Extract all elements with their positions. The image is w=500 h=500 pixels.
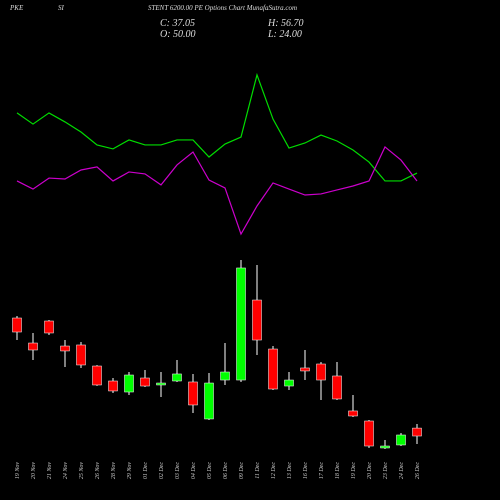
candle-body xyxy=(172,373,182,382)
candle-body xyxy=(44,320,54,334)
candle-body xyxy=(140,377,150,387)
x-tick-label: 20 Dec xyxy=(367,462,373,479)
candle-body xyxy=(412,427,422,437)
x-tick-label: 06 Dec xyxy=(223,462,229,479)
x-tick-label: 03 Dec xyxy=(175,462,181,479)
x-tick-label: 26 Dec xyxy=(415,462,421,479)
x-tick-label: 19 Nov xyxy=(15,462,21,480)
candle-body xyxy=(92,365,102,386)
candle-body xyxy=(28,342,38,351)
x-tick-label: 26 Nov xyxy=(95,462,101,480)
candle-body xyxy=(396,434,406,446)
x-tick-label: 01 Dec xyxy=(143,462,149,479)
x-tick-label: 24 Nov xyxy=(62,462,69,480)
low-label: L: 24.00 xyxy=(267,29,302,40)
candle-body xyxy=(364,420,374,447)
x-tick-label: 02 Dec xyxy=(159,462,165,479)
candle-body xyxy=(284,379,294,387)
close-label: C: 37.05 xyxy=(160,18,195,29)
x-tick-label: 13 Dec xyxy=(287,462,293,479)
symbol: PKE xyxy=(9,4,24,12)
indicator-line xyxy=(16,72,418,182)
x-tick-label: 21 Nov xyxy=(47,462,53,480)
x-tick-label: 18 Dec xyxy=(335,462,341,479)
x-tick-label: 12 Dec xyxy=(271,462,277,479)
candle-body xyxy=(380,445,390,449)
x-tick-label: 16 Dec xyxy=(303,462,309,479)
x-tick-label: 17 Dec xyxy=(319,462,325,479)
candle-body xyxy=(300,367,310,372)
candle-body xyxy=(268,348,278,390)
x-tick-label: 28 Nov xyxy=(111,462,117,480)
high-label: H: 56.70 xyxy=(267,18,304,29)
candle-body xyxy=(236,267,246,381)
x-tick-label: 19 Dec xyxy=(351,462,357,479)
x-tick-label: 20 Nov xyxy=(31,462,37,480)
candle-body xyxy=(348,410,358,417)
candle-body xyxy=(60,345,70,352)
candle-body xyxy=(108,380,118,392)
candle-body xyxy=(220,371,230,381)
candle-body xyxy=(252,299,262,341)
candle-body xyxy=(12,317,22,333)
open-label: O: 50.00 xyxy=(160,29,196,40)
x-tick-label: 29 Nov xyxy=(127,462,133,480)
candle-body xyxy=(124,374,134,393)
x-tick-label: 09 Dec xyxy=(239,462,245,479)
candle-body xyxy=(76,344,86,366)
indicator-line xyxy=(16,145,418,236)
x-tick-label: 05 Dec xyxy=(207,462,213,479)
symbol-part: SI xyxy=(58,4,65,12)
x-tick-label: 23 Dec xyxy=(383,462,389,479)
x-tick-label: 04 Dec xyxy=(190,462,197,479)
candle-body xyxy=(204,382,214,420)
x-tick-label: 25 Nov xyxy=(79,462,85,480)
x-tick-label: 11 Dec xyxy=(255,462,261,479)
candle-body xyxy=(316,363,326,381)
chart-title: STENT 6200.00 PE Options Chart MunafaSut… xyxy=(148,4,297,12)
candle-body xyxy=(332,375,342,400)
x-tick-label: 24 Dec xyxy=(398,462,405,479)
candle-body xyxy=(188,381,198,406)
candle-body xyxy=(156,382,166,386)
